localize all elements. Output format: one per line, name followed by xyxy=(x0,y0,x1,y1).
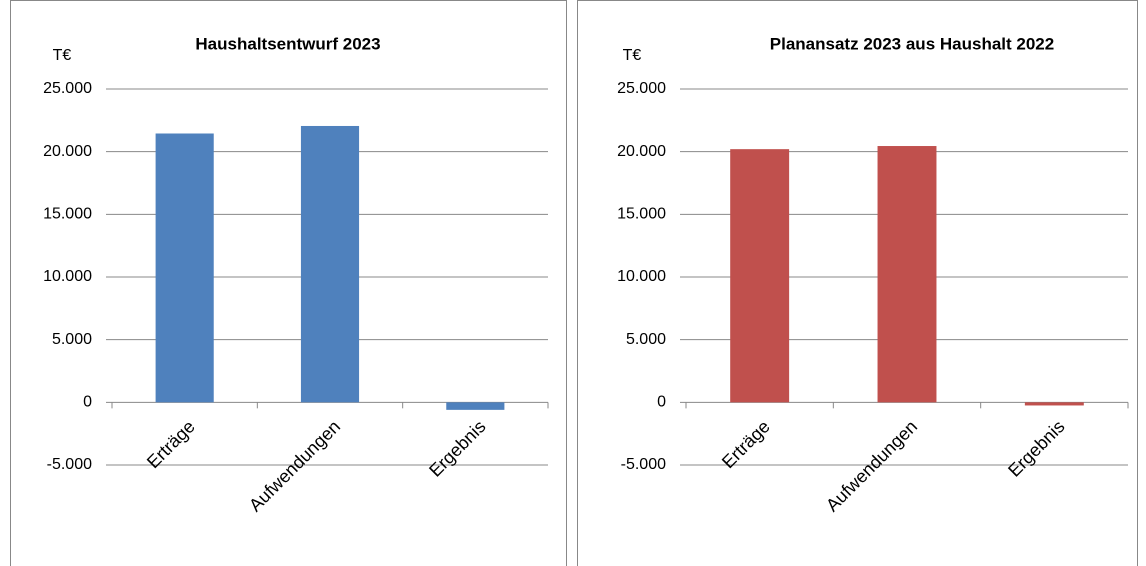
chart-title: Planansatz 2023 aus Haushalt 2022 xyxy=(770,34,1054,53)
y-tick-label: 25.000 xyxy=(617,80,666,97)
y-axis-label: T€ xyxy=(53,47,72,64)
x-tick-label: Aufwendungen xyxy=(245,416,344,515)
x-tick-label: Ergebnis xyxy=(1004,416,1068,480)
bar xyxy=(1024,402,1084,406)
bar xyxy=(300,125,360,403)
y-axis-label: T€ xyxy=(623,47,642,64)
y-tick-label: 5.000 xyxy=(626,331,666,348)
bar xyxy=(877,146,937,403)
x-tick-label: Ergebnis xyxy=(425,416,489,480)
y-tick-label: -5.000 xyxy=(47,456,92,473)
y-tick-label: 20.000 xyxy=(617,143,666,160)
bar xyxy=(155,133,214,403)
y-tick-label: 10.000 xyxy=(43,268,92,285)
y-tick-label: 0 xyxy=(83,394,92,411)
y-tick-label: -5.000 xyxy=(621,456,666,473)
y-tick-label: 20.000 xyxy=(43,143,92,160)
y-tick-label: 0 xyxy=(657,394,666,411)
chart-title: Haushaltsentwurf 2023 xyxy=(195,34,380,53)
bar xyxy=(446,402,505,410)
y-tick-label: 25.000 xyxy=(43,80,92,97)
x-tick-label: Erträge xyxy=(718,416,774,472)
x-tick-label: Erträge xyxy=(143,416,199,472)
panel-border xyxy=(577,0,1138,566)
bar xyxy=(730,149,790,403)
panel-border xyxy=(10,0,567,566)
x-tick-label: Aufwendungen xyxy=(822,416,921,515)
y-tick-label: 10.000 xyxy=(617,268,666,285)
y-tick-label: 15.000 xyxy=(617,206,666,223)
y-tick-label: 15.000 xyxy=(43,206,92,223)
y-tick-label: 5.000 xyxy=(52,331,92,348)
